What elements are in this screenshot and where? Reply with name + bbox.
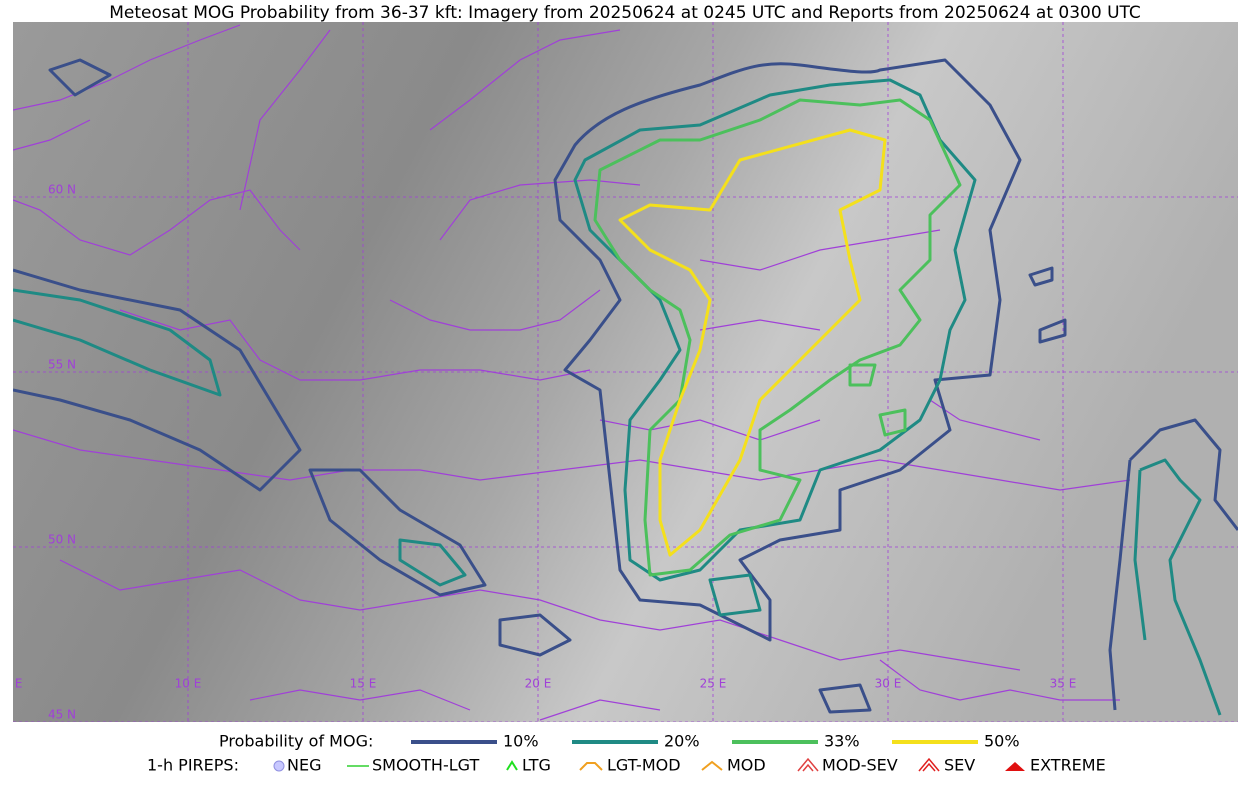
legend-icon (579, 762, 603, 771)
lon-label: 30 E (875, 677, 902, 691)
lon-label: 5 E (3, 677, 22, 691)
legend-icon (797, 757, 819, 772)
lat-label: 55 N (48, 358, 76, 372)
legend-item: SMOOTH-LGT (372, 756, 479, 775)
legend-label: 1-h PIREPS: (147, 756, 239, 775)
map: 5 E 10 E 15 E 20 E 25 E 30 E 35 E 60 N 55 N 50 N 4… (3, 22, 1238, 722)
legend-icon (506, 760, 518, 771)
contours (13, 58, 1238, 716)
legend-item: EXTREME (1030, 756, 1106, 775)
borders (13, 24, 1131, 721)
legend-item: SEV (944, 756, 975, 775)
lon-label: 10 E (175, 677, 202, 691)
legend-item: MOD (727, 756, 766, 775)
legend-item: LTG (522, 756, 551, 775)
title: Meteosat MOG Probability from 36-37 kft:… (109, 3, 1141, 23)
lon-label: 35 E (1050, 677, 1077, 691)
legend-item: 50% (984, 732, 1020, 751)
legend: Probability of MOG: 10% 20% 33% 50% 1-h PIREP… (147, 732, 1106, 775)
lon-label: 15 E (350, 677, 377, 691)
lat-label: 45 N (48, 708, 76, 722)
legend-item: 10% (503, 732, 539, 751)
legend-item: LGT-MOD (607, 756, 681, 775)
legend-item: 33% (824, 732, 860, 751)
graticule (13, 22, 1238, 722)
legend-item: NEG (287, 756, 321, 775)
lon-label: 20 E (525, 677, 552, 691)
legend-icon (918, 757, 940, 772)
legend-item: MOD-SEV (822, 756, 898, 775)
lat-label: 50 N (48, 533, 76, 547)
legend-label: Probability of MOG: (219, 732, 373, 751)
legend-icon (1005, 762, 1025, 771)
lat-label: 60 N (48, 183, 76, 197)
legend-icon (273, 760, 285, 772)
legend-icon (701, 760, 723, 771)
graticule-labels: 5 E 10 E 15 E 20 E 25 E 30 E 35 E 60 N 55 N 50 N 4… (3, 183, 1077, 722)
lon-label: 25 E (700, 677, 727, 691)
legend-item: 20% (664, 732, 700, 751)
